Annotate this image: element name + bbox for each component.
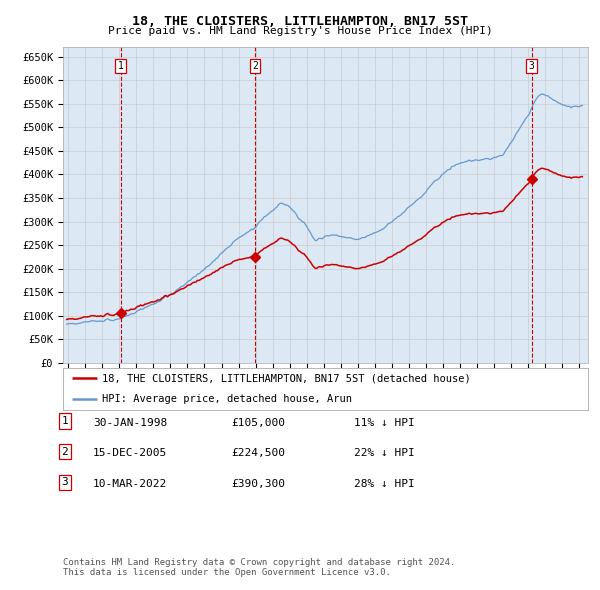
Text: 15-DEC-2005: 15-DEC-2005 [93, 448, 167, 458]
Text: 22% ↓ HPI: 22% ↓ HPI [354, 448, 415, 458]
Text: Price paid vs. HM Land Registry's House Price Index (HPI): Price paid vs. HM Land Registry's House … [107, 26, 493, 36]
Text: 30-JAN-1998: 30-JAN-1998 [93, 418, 167, 428]
Text: 18, THE CLOISTERS, LITTLEHAMPTON, BN17 5ST (detached house): 18, THE CLOISTERS, LITTLEHAMPTON, BN17 5… [103, 373, 471, 383]
Text: £224,500: £224,500 [231, 448, 285, 458]
Text: 28% ↓ HPI: 28% ↓ HPI [354, 479, 415, 489]
Text: 10-MAR-2022: 10-MAR-2022 [93, 479, 167, 489]
Text: £390,300: £390,300 [231, 479, 285, 489]
Text: 11% ↓ HPI: 11% ↓ HPI [354, 418, 415, 428]
Text: HPI: Average price, detached house, Arun: HPI: Average price, detached house, Arun [103, 395, 352, 404]
Text: 2: 2 [252, 61, 258, 71]
Text: 2: 2 [61, 447, 68, 457]
Text: £105,000: £105,000 [231, 418, 285, 428]
Text: 3: 3 [61, 477, 68, 487]
Text: 1: 1 [61, 416, 68, 426]
Text: 3: 3 [529, 61, 535, 71]
Text: 18, THE CLOISTERS, LITTLEHAMPTON, BN17 5ST: 18, THE CLOISTERS, LITTLEHAMPTON, BN17 5… [132, 15, 468, 28]
Text: Contains HM Land Registry data © Crown copyright and database right 2024.
This d: Contains HM Land Registry data © Crown c… [63, 558, 455, 577]
Text: 1: 1 [118, 61, 124, 71]
